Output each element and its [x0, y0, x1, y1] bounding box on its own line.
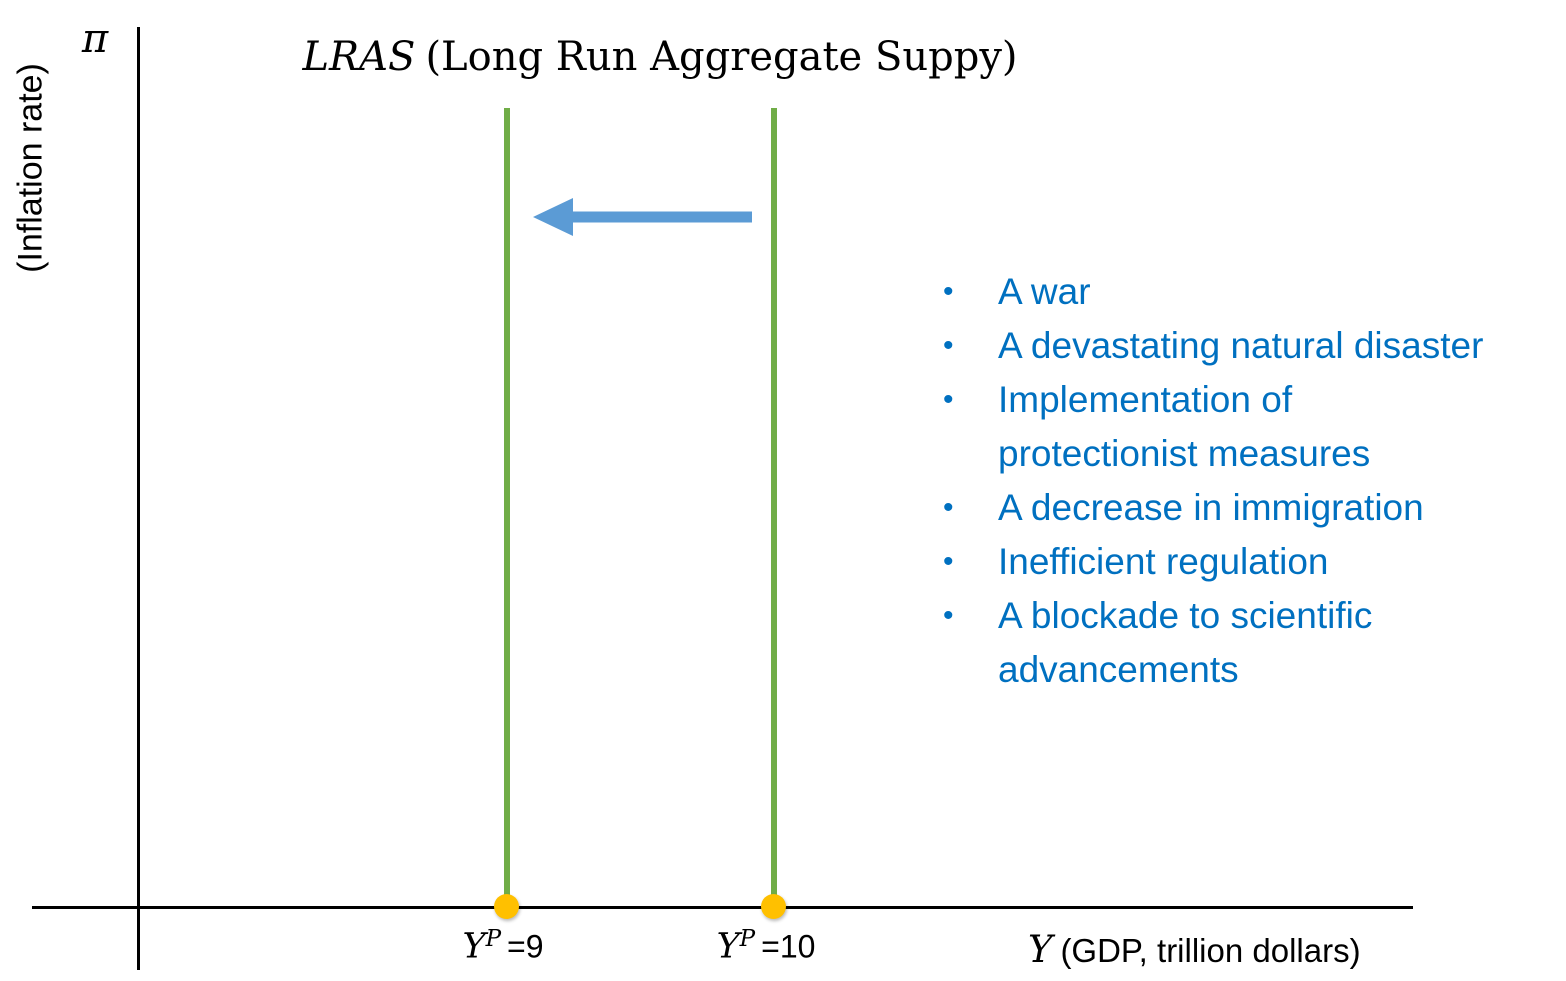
diagram-title: LRAS (Long Run Aggregate Suppy) — [302, 34, 1017, 80]
cause-text: A war — [998, 271, 1091, 312]
cause-text: protectionist measures — [998, 433, 1371, 474]
tick-value: =10 — [761, 928, 816, 965]
bullet-icon: • — [943, 599, 954, 632]
x-axis-line — [32, 906, 1413, 909]
cause-item: • Implementation of — [943, 373, 1563, 427]
x-axis-label-text: (GDP, trillion dollars) — [1060, 932, 1361, 969]
potential-output-dot-9 — [494, 894, 519, 919]
x-axis-symbol-y: Y — [1028, 928, 1053, 971]
bullet-icon: • — [943, 275, 954, 308]
title-lras-math: LRAS — [302, 34, 416, 80]
cause-item: • A blockade to scientific — [943, 589, 1563, 643]
bullet-icon: • — [943, 383, 954, 416]
cause-text: A decrease in immigration — [998, 487, 1424, 528]
potential-output-dot-10 — [761, 894, 786, 919]
tick-superscript: P — [485, 926, 502, 952]
x-axis-label: Y (GDP, trillion dollars) — [1028, 928, 1361, 971]
causes-list: • A war • A devastating natural disaster… — [943, 265, 1563, 697]
cause-item: • A war — [943, 265, 1563, 319]
y-axis-symbol-pi: π — [81, 16, 109, 62]
bullet-icon: • — [943, 329, 954, 362]
lras-line-shifted — [504, 108, 510, 906]
y-axis-label: (Inflation rate) — [11, 63, 50, 273]
cause-item: • Inefficient regulation — [943, 535, 1563, 589]
tick-var: Y — [716, 926, 740, 967]
cause-text: A blockade to scientific — [998, 595, 1373, 636]
tick-var: Y — [462, 926, 486, 967]
lras-line-original — [771, 108, 777, 906]
cause-item-continuation: protectionist measures — [943, 427, 1563, 481]
bullet-spacer — [943, 427, 998, 481]
bullet-spacer — [943, 643, 998, 697]
cause-text: advancements — [998, 649, 1239, 690]
bullet-icon: • — [943, 545, 954, 578]
tick-label-yp9: YP =9 — [462, 926, 543, 967]
cause-text: Implementation of — [998, 379, 1293, 420]
title-rest: (Long Run Aggregate Suppy) — [425, 34, 1018, 80]
cause-item: • A devastating natural disaster — [943, 319, 1563, 373]
cause-text: A devastating natural disaster — [998, 325, 1484, 366]
cause-item-continuation: advancements — [943, 643, 1563, 697]
tick-label-yp10: YP =10 — [717, 926, 816, 967]
bullet-icon: • — [943, 491, 954, 524]
y-axis-line — [137, 27, 140, 970]
tick-superscript: P — [739, 926, 756, 952]
leftward-shift-arrow-icon — [533, 198, 752, 236]
cause-text: Inefficient regulation — [998, 541, 1329, 582]
cause-item: • A decrease in immigration — [943, 481, 1563, 535]
tick-value: =9 — [507, 928, 544, 965]
